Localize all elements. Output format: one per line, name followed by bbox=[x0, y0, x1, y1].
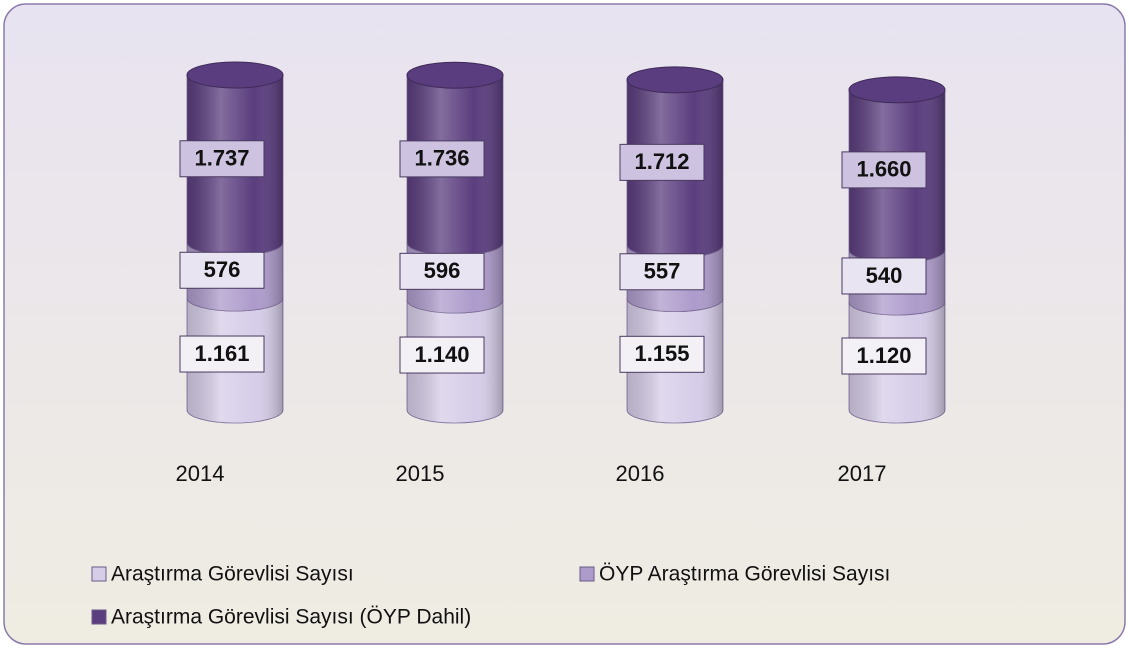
legend-swatch bbox=[91, 566, 107, 582]
value-label-box bbox=[841, 257, 927, 295]
value-label-box bbox=[619, 143, 705, 181]
value-label: 557 bbox=[644, 259, 681, 284]
value-label-box bbox=[841, 151, 927, 189]
x-tick-label: 2016 bbox=[616, 461, 665, 486]
value-label: 1.155 bbox=[634, 341, 689, 366]
value-label-box bbox=[619, 335, 705, 373]
value-label-box bbox=[841, 337, 927, 375]
cylinder-top bbox=[406, 61, 504, 89]
value-label-box bbox=[619, 253, 705, 291]
value-label-box bbox=[399, 140, 485, 178]
legend-swatch bbox=[579, 566, 595, 582]
x-tick-label: 2015 bbox=[396, 461, 445, 486]
cylinder-top bbox=[848, 76, 946, 104]
legend-label: Araştırma Görevlisi Sayısı bbox=[111, 563, 354, 586]
chart-panel bbox=[3, 3, 1126, 645]
value-label: 596 bbox=[424, 258, 461, 283]
value-label: 1.120 bbox=[856, 343, 911, 368]
value-label: 576 bbox=[204, 257, 241, 282]
value-label: 1.140 bbox=[414, 342, 469, 367]
value-label: 1.660 bbox=[856, 157, 911, 182]
x-tick-label: 2014 bbox=[176, 461, 225, 486]
value-label-box bbox=[179, 335, 265, 373]
value-label: 1.737 bbox=[194, 146, 249, 171]
value-label-box bbox=[399, 252, 485, 290]
cylinder-top bbox=[626, 66, 724, 94]
cylinder-top bbox=[186, 61, 284, 89]
value-label: 540 bbox=[866, 263, 903, 288]
x-tick-label: 2017 bbox=[838, 461, 887, 486]
legend-label: Araştırma Görevlisi Sayısı (ÖYP Dahil) bbox=[111, 606, 471, 629]
legend-swatch bbox=[91, 609, 107, 625]
value-label: 1.712 bbox=[634, 149, 689, 174]
value-label: 1.161 bbox=[194, 341, 249, 366]
legend-label: ÖYP Araştırma Görevlisi Sayısı bbox=[599, 563, 890, 586]
value-label: 1.736 bbox=[414, 146, 469, 171]
value-label-box bbox=[399, 336, 485, 374]
value-label-box bbox=[179, 140, 265, 178]
value-label-box bbox=[179, 251, 265, 289]
